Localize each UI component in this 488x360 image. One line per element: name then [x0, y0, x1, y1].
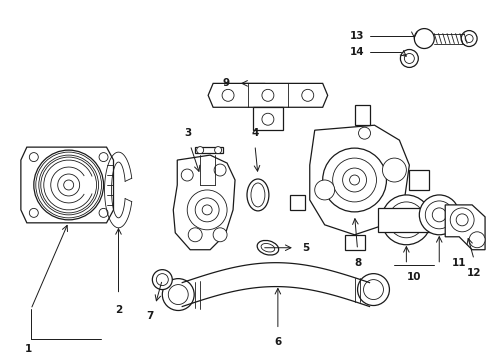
Circle shape — [358, 127, 370, 139]
Text: 13: 13 — [349, 31, 364, 41]
Polygon shape — [173, 155, 235, 250]
Circle shape — [202, 205, 212, 215]
Polygon shape — [252, 107, 282, 130]
Circle shape — [468, 232, 484, 248]
Text: 2: 2 — [115, 305, 122, 315]
Circle shape — [152, 270, 172, 289]
Circle shape — [449, 208, 473, 232]
Text: 12: 12 — [466, 268, 480, 278]
Ellipse shape — [246, 179, 268, 211]
Circle shape — [396, 210, 415, 230]
Circle shape — [332, 158, 376, 202]
Circle shape — [322, 148, 386, 212]
Text: 11: 11 — [451, 258, 466, 268]
Circle shape — [425, 201, 452, 229]
Polygon shape — [344, 235, 364, 250]
Text: 8: 8 — [353, 258, 361, 268]
Text: 4: 4 — [251, 128, 258, 138]
Circle shape — [357, 274, 388, 306]
Circle shape — [99, 208, 108, 217]
Circle shape — [464, 35, 472, 42]
Circle shape — [63, 180, 74, 190]
Circle shape — [195, 198, 219, 222]
Circle shape — [187, 190, 226, 230]
Circle shape — [99, 153, 108, 162]
Text: 6: 6 — [274, 337, 281, 347]
Text: 14: 14 — [349, 48, 364, 58]
Circle shape — [34, 150, 103, 220]
Circle shape — [262, 89, 273, 101]
Polygon shape — [408, 170, 428, 190]
Circle shape — [382, 158, 406, 182]
Polygon shape — [354, 105, 369, 125]
Circle shape — [156, 274, 168, 285]
Text: 10: 10 — [406, 272, 421, 282]
Polygon shape — [208, 84, 327, 107]
Circle shape — [222, 89, 234, 101]
Circle shape — [162, 279, 194, 310]
Circle shape — [381, 195, 430, 245]
Circle shape — [387, 202, 424, 238]
Text: 9: 9 — [223, 78, 229, 88]
Circle shape — [400, 50, 417, 67]
Circle shape — [196, 147, 203, 154]
Circle shape — [29, 153, 38, 162]
Text: 3: 3 — [184, 128, 191, 138]
Circle shape — [431, 208, 446, 222]
Circle shape — [404, 54, 413, 63]
Circle shape — [460, 31, 476, 46]
Circle shape — [181, 169, 193, 181]
Circle shape — [214, 147, 221, 154]
Ellipse shape — [257, 240, 278, 255]
Circle shape — [29, 208, 38, 217]
Circle shape — [168, 285, 188, 305]
Circle shape — [363, 280, 383, 300]
Circle shape — [41, 157, 96, 213]
Polygon shape — [444, 205, 484, 250]
Polygon shape — [309, 125, 408, 235]
Polygon shape — [378, 208, 433, 232]
Circle shape — [188, 228, 202, 242]
Text: 1: 1 — [25, 345, 32, 354]
Circle shape — [455, 214, 467, 226]
Circle shape — [349, 175, 359, 185]
Circle shape — [301, 89, 313, 101]
Polygon shape — [195, 147, 223, 153]
Polygon shape — [289, 195, 304, 210]
Circle shape — [314, 180, 334, 200]
Circle shape — [213, 228, 226, 242]
Ellipse shape — [250, 183, 264, 207]
Ellipse shape — [261, 243, 274, 252]
Text: 5: 5 — [301, 243, 308, 253]
Circle shape — [413, 28, 433, 49]
Circle shape — [342, 168, 366, 192]
Circle shape — [262, 113, 273, 125]
Text: 7: 7 — [146, 311, 154, 321]
Polygon shape — [21, 147, 113, 223]
Circle shape — [419, 195, 458, 235]
Circle shape — [214, 164, 225, 176]
